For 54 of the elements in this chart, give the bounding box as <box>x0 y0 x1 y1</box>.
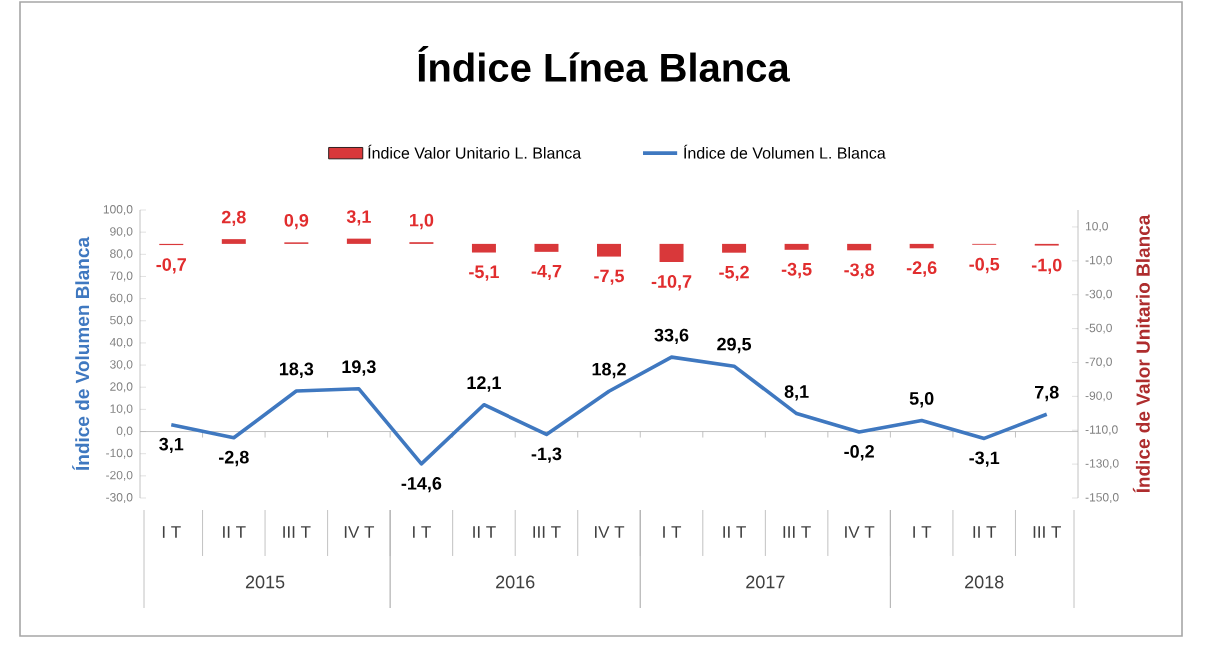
data-label: -1,3 <box>531 447 562 463</box>
x-tick-label: II T <box>973 526 997 538</box>
data-label: -0,7 <box>156 258 186 274</box>
data-label: -14,6 <box>401 476 442 493</box>
data-label: 5,0 <box>909 392 934 408</box>
data-label: 29,5 <box>717 337 752 354</box>
data-label: 18,2 <box>592 362 626 379</box>
data-label: -2,8 <box>218 450 249 467</box>
y2-axis-title: Índice de Valor Unitario Blanca <box>1132 214 1150 493</box>
x-tick-label: I T <box>663 526 682 538</box>
x-tick-label: III T <box>283 526 311 538</box>
chart-title: Índice Línea Blanca <box>418 46 790 82</box>
data-label: -3,5 <box>781 262 812 279</box>
data-label: 18,3 <box>279 362 314 378</box>
data-label: 1,0 <box>410 213 434 230</box>
text: 2018 <box>965 575 1004 589</box>
data-label: -3,1 <box>969 451 1000 467</box>
text: 2015 <box>245 575 285 589</box>
x-tick-label: II T <box>473 526 496 538</box>
x-tick-label: IV T <box>594 526 625 538</box>
legend-label: Índice Valor Unitario L. Blanca <box>368 144 582 159</box>
x-tick-label: III T <box>1033 526 1061 538</box>
data-label: -7,5 <box>594 269 625 285</box>
data-label: 3,1 <box>159 437 184 454</box>
x-tick-label: III T <box>533 526 561 538</box>
data-label: 7,8 <box>1035 385 1059 402</box>
x-tick-label: III T <box>783 526 811 538</box>
text: 2017 <box>746 575 785 589</box>
data-label: 19,3 <box>342 360 376 376</box>
x-tick-label: I T <box>162 526 181 538</box>
data-label: -5,2 <box>719 265 749 282</box>
data-label: 3,1 <box>346 210 371 226</box>
data-label: -10,7 <box>651 275 692 291</box>
data-label: -1,0 <box>1031 258 1062 275</box>
data-label: 8,1 <box>784 385 809 401</box>
data-label: -5,1 <box>469 265 499 281</box>
x-tick-label: I T <box>413 526 431 538</box>
x-tick-label: I T <box>913 526 932 538</box>
x-tick-label: IV T <box>344 526 375 538</box>
x-tick-label: II T <box>723 526 746 538</box>
text: 2016 <box>496 575 535 589</box>
data-label: -0,2 <box>844 445 874 461</box>
data-label: 33,6 <box>654 328 689 345</box>
data-label: -2,6 <box>906 261 937 277</box>
data-label: 2,8 <box>221 210 246 227</box>
data-label: -4,7 <box>531 264 562 281</box>
data-label: -3,8 <box>844 263 875 279</box>
x-tick-label: IV T <box>845 526 875 538</box>
x-tick-label: II T <box>223 526 246 538</box>
legend-label: Índice de Volumen L. Blanca <box>684 144 886 159</box>
data-label: -0,5 <box>969 257 1000 274</box>
y-axis-title: Índice de Volumen Blanca <box>72 236 90 471</box>
data-label: 0,9 <box>284 213 309 230</box>
data-label: 12,1 <box>467 376 501 392</box>
